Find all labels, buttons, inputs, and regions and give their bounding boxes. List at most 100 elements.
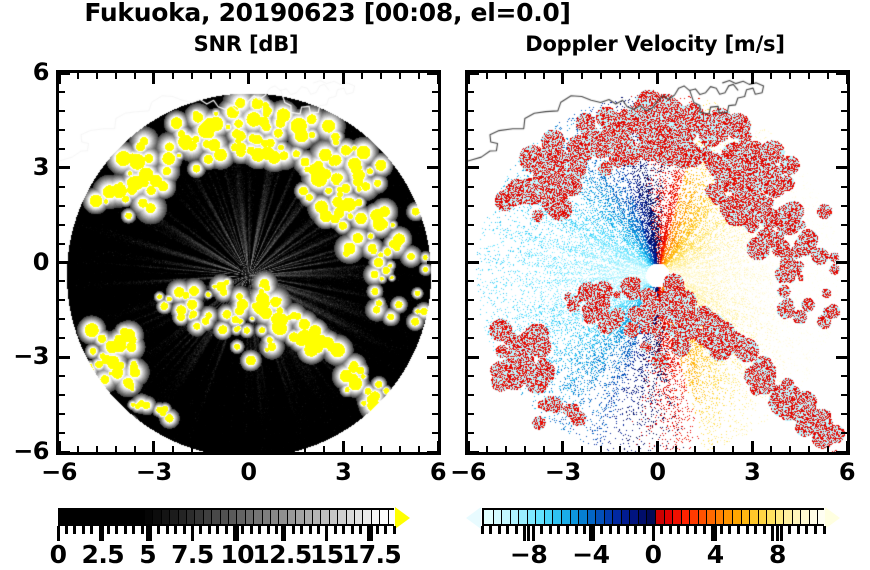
- colorbar-segment: [118, 510, 128, 524]
- colorbar-major-tick: [589, 526, 593, 541]
- colorbar-segment: [655, 510, 665, 524]
- x-tick-label: 6: [429, 458, 447, 486]
- colorbar-separator: [697, 510, 699, 524]
- y-tick-label: 6: [32, 58, 50, 86]
- colorbar-separator: [774, 510, 776, 524]
- colorbar-segment: [236, 510, 246, 524]
- colorbar-segment: [110, 510, 120, 524]
- colorbar-segment: [194, 510, 204, 524]
- colorbar-separator: [766, 510, 768, 524]
- colorbar-tick: [241, 526, 245, 534]
- x-tick-label: −6: [450, 458, 486, 486]
- colorbar-separator: [127, 510, 129, 524]
- doppler-radar-image: [468, 73, 847, 452]
- colorbar-segment: [76, 510, 86, 524]
- colorbar-tick: [745, 526, 749, 534]
- colorbar-separator: [85, 510, 87, 524]
- colorbar-separator: [518, 510, 520, 524]
- colorbar-tick-label: 7.5: [171, 540, 214, 569]
- colorbar-segment: [93, 510, 103, 524]
- colorbar-segment: [144, 510, 153, 524]
- colorbar-over-arrow: [825, 507, 840, 529]
- colorbar-segment: [620, 510, 630, 524]
- colorbar-segment: [552, 510, 562, 524]
- colorbar-tick: [600, 526, 604, 534]
- colorbar-segment: [774, 510, 784, 524]
- colorbar-tick: [728, 526, 732, 534]
- colorbar-tick-label: −8: [510, 540, 548, 569]
- snr-plot-panel[interactable]: [56, 70, 441, 455]
- colorbar-tick: [249, 526, 253, 534]
- colorbar-separator: [637, 510, 639, 524]
- x-tick-label: −6: [41, 458, 77, 486]
- snr-radar-image: [59, 73, 438, 452]
- colorbar-tick: [283, 526, 287, 541]
- colorbar-segment: [509, 510, 519, 524]
- colorbar-separator: [629, 510, 631, 524]
- colorbar-major-tick: [651, 526, 655, 541]
- colorbar-tick: [822, 526, 826, 534]
- colorbar-separator: [278, 510, 280, 524]
- x-tick-label: 3: [744, 458, 761, 486]
- colorbar-segment: [723, 510, 733, 524]
- colorbar-segment: [278, 510, 288, 524]
- colorbar-tick: [754, 526, 758, 534]
- colorbar-tick: [384, 526, 388, 534]
- colorbar-separator: [808, 510, 810, 524]
- colorbar-segment: [270, 510, 279, 524]
- colorbar-segment: [492, 510, 502, 524]
- colorbar-major-tick: [146, 526, 150, 541]
- colorbar-tick: [358, 526, 362, 534]
- colorbar-separator: [253, 510, 255, 524]
- colorbar-tick: [342, 526, 346, 534]
- colorbar-major-tick: [235, 526, 239, 541]
- colorbar-separator: [118, 510, 120, 524]
- snr-panel-title: SNR [dB]: [193, 32, 299, 56]
- colorbar-tick: [291, 526, 295, 534]
- x-tick-label: 0: [240, 458, 257, 486]
- colorbar-separator: [68, 510, 70, 524]
- colorbar-separator: [672, 510, 674, 524]
- colorbar-segment: [244, 510, 254, 524]
- y-tick-label: −3: [13, 342, 49, 371]
- colorbar-separator: [689, 510, 691, 524]
- colorbar-separator: [110, 510, 112, 524]
- colorbar-tick-label: 2.5: [81, 540, 125, 569]
- doppler-panel-title: Doppler Velocity [m/s]: [525, 32, 785, 56]
- colorbar-major-tick: [280, 526, 284, 541]
- colorbar-tick: [367, 526, 371, 541]
- doppler-plot-panel[interactable]: [465, 70, 850, 455]
- colorbar-tick: [506, 526, 510, 534]
- colorbar-separator: [552, 510, 554, 524]
- colorbar-tick: [548, 526, 552, 534]
- colorbar-separator: [620, 510, 622, 524]
- colorbar-tick: [350, 526, 354, 534]
- x-tick-label: 0: [649, 458, 666, 486]
- colorbar-separator: [749, 510, 751, 524]
- colorbar-separator: [578, 510, 580, 524]
- colorbar-separator: [757, 510, 759, 524]
- colorbar-tick: [514, 526, 518, 534]
- colorbar-separator: [714, 510, 716, 524]
- colorbar-separator: [612, 510, 614, 524]
- colorbar-tick: [617, 526, 621, 534]
- colorbar-tick: [106, 526, 110, 534]
- x-tick-label: 3: [335, 458, 352, 486]
- colorbar-tick: [392, 526, 396, 534]
- colorbar-separator: [387, 510, 389, 524]
- colorbar-tick: [98, 526, 102, 541]
- colorbar-separator: [244, 510, 246, 524]
- colorbar-tick: [182, 526, 186, 534]
- colorbar-tick: [115, 526, 119, 534]
- colorbar-tick: [216, 526, 220, 534]
- colorbar-separator: [194, 510, 196, 524]
- colorbar-separator: [345, 510, 347, 524]
- colorbar-separator: [731, 510, 733, 524]
- colorbar-major-tick: [370, 526, 374, 541]
- colorbar-segment: [714, 510, 724, 524]
- colorbar-separator: [295, 510, 297, 524]
- colorbar-tick: [668, 526, 672, 534]
- colorbar-tick: [711, 526, 715, 541]
